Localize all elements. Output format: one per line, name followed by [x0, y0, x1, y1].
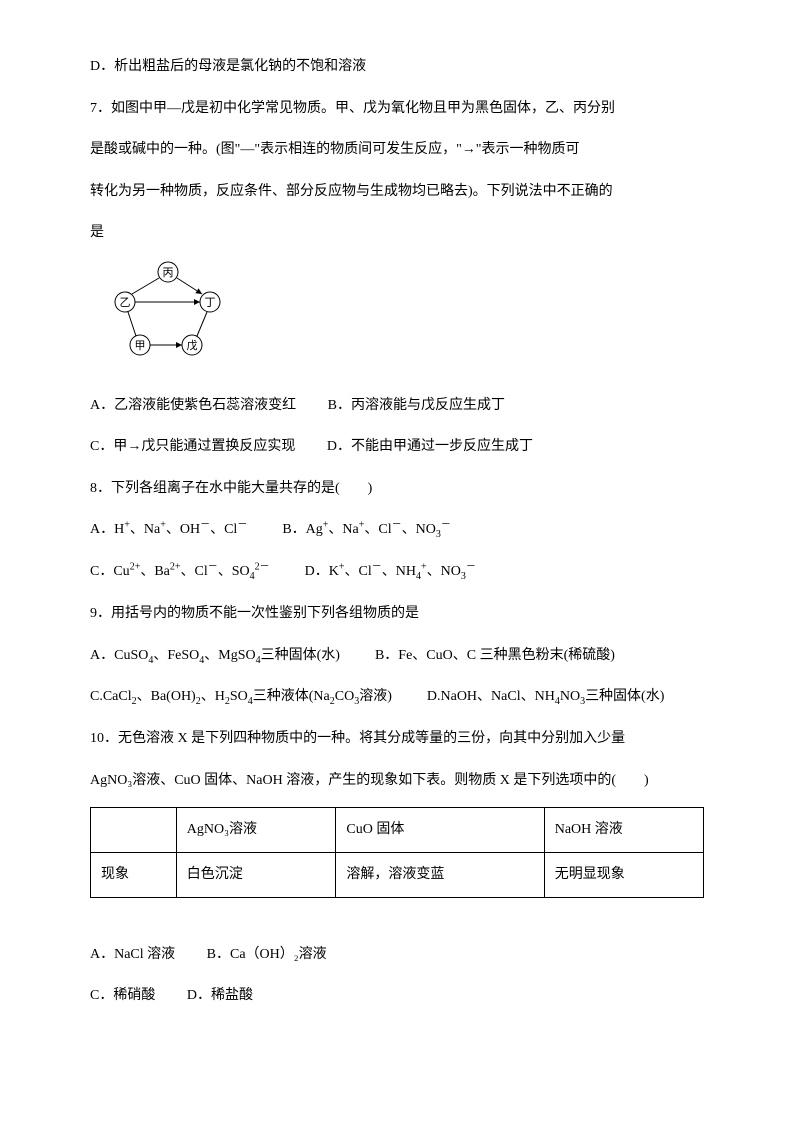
q10-option-a: A．NaCl 溶液 [90, 947, 175, 962]
table-cell: 现象 [91, 852, 177, 897]
q8-option-b: B．Ag+、Na+、Cl－、NO3－ [282, 522, 451, 537]
node-ding: 丁 [205, 297, 216, 309]
q10-option-c: C．稀硝酸 [90, 988, 155, 1003]
q10-block: 10．无色溶液 X 是下列四种物质中的一种。将其分成等量的三份，向其中分别加入少… [90, 722, 704, 1013]
q8-option-d: D．K+、Cl－、NH4+、NO3－ [305, 564, 476, 579]
q8-option-a: A．H+、Na+、OH－、Cl－ [90, 522, 247, 537]
q10-option-b: B．Ca（OH）₂溶液 [207, 947, 327, 962]
q8-block: 8．下列各组离子在水中能大量共存的是( ) A．H+、Na+、OH－、Cl－ B… [90, 472, 704, 589]
q8-options-line1: A．H+、Na+、OH－、Cl－ B．Ag+、Na+、Cl－、NO3－ [90, 513, 704, 547]
q10-stem-line1: 10．无色溶液 X 是下列四种物质中的一种。将其分成等量的三份，向其中分别加入少… [90, 722, 704, 756]
q10-options-line1: A．NaCl 溶液 B．Ca（OH）₂溶液 [90, 938, 704, 972]
table-row: 现象 白色沉淀 溶解，溶液变蓝 无明显现象 [91, 852, 704, 897]
q8-options-line2: C．Cu2+、Ba2+、Cl－、SO42－ D．K+、Cl－、NH4+、NO3－ [90, 555, 704, 589]
q9-option-a: A．CuSO4、FeSO4、MgSO4三种固体(水) [90, 648, 340, 663]
table-cell: 溶解，溶液变蓝 [336, 852, 544, 897]
q7-options-line2: C．甲→戊只能通过置换反应实现 D．不能由甲通过一步反应生成丁 [90, 430, 704, 464]
q10-options-line2: C．稀硝酸 D．稀盐酸 [90, 979, 704, 1013]
q7-stem-line4: 是 [90, 216, 704, 250]
q8-stem: 8．下列各组离子在水中能大量共存的是( ) [90, 472, 704, 506]
q7-option-d: D．不能由甲通过一步反应生成丁 [327, 439, 533, 454]
q9-options-line2: C.CaCl2、Ba(OH)2、H2SO4三种液体(Na2CO3溶液) D.Na… [90, 680, 704, 714]
q7-option-b: B．丙溶液能与戊反应生成丁 [328, 398, 505, 413]
table-cell [91, 808, 177, 853]
q6-option-d: D．析出粗盐后的母液是氯化钠的不饱和溶液 [90, 50, 704, 84]
q9-option-c: C.CaCl2、Ba(OH)2、H2SO4三种液体(Na2CO3溶液) [90, 689, 392, 704]
q9-option-b: B．Fe、CuO、C 三种黑色粉末(稀硫酸) [375, 648, 615, 663]
node-yi: 乙 [120, 296, 131, 309]
q9-stem: 9．用括号内的物质不能一次性鉴别下列各组物质的是 [90, 597, 704, 631]
node-jia: 甲 [135, 340, 146, 352]
table-cell: CuO 固体 [336, 808, 544, 853]
q10-stem-line2: AgNO₃溶液、CuO 固体、NaOH 溶液，产生的现象如下表。则物质 X 是下… [90, 764, 704, 798]
q7-stem-line2: 是酸或碱中的一种。(图"—"表示相连的物质间可发生反应，"→"表示一种物质可 [90, 133, 704, 167]
q7-option-c: C．甲→戊只能通过置换反应实现 [90, 439, 295, 454]
q9-option-d: D.NaOH、NaCl、NH4NO3三种固体(水) [427, 689, 665, 704]
q9-block: 9．用括号内的物质不能一次性鉴别下列各组物质的是 A．CuSO4、FeSO4、M… [90, 597, 704, 714]
table-cell: AgNO₃溶液 [176, 808, 336, 853]
q7-block: 7．如图中甲—戊是初中化学常见物质。甲、戊为氧化物且甲为黑色固体，乙、丙分别 是… [90, 92, 704, 464]
table-cell: 白色沉淀 [176, 852, 336, 897]
q7-diagram: 丙 丁 戊 甲 乙 [110, 260, 704, 374]
q7-stem-line3: 转化为另一种物质，反应条件、部分反应物与生成物均已略去)。下列说法中不正确的 [90, 175, 704, 209]
q8-option-c: C．Cu2+、Ba2+、Cl－、SO42－ [90, 564, 270, 579]
table-cell: NaOH 溶液 [544, 808, 703, 853]
q7-stem-line1: 7．如图中甲—戊是初中化学常见物质。甲、戊为氧化物且甲为黑色固体，乙、丙分别 [90, 92, 704, 126]
table-row: AgNO₃溶液 CuO 固体 NaOH 溶液 [91, 808, 704, 853]
page-content: D．析出粗盐后的母液是氯化钠的不饱和溶液 7．如图中甲—戊是初中化学常见物质。甲… [0, 0, 794, 1071]
node-wu: 戊 [187, 339, 198, 352]
q7-option-a: A．乙溶液能使紫色石蕊溶液变红 [90, 398, 296, 413]
q7-options-line1: A．乙溶液能使紫色石蕊溶液变红 B．丙溶液能与戊反应生成丁 [90, 389, 704, 423]
table-cell: 无明显现象 [544, 852, 703, 897]
q9-options-line1: A．CuSO4、FeSO4、MgSO4三种固体(水) B．Fe、CuO、C 三种… [90, 639, 704, 673]
q10-option-d: D．稀盐酸 [187, 988, 253, 1003]
node-bing: 丙 [163, 267, 174, 279]
q10-table: AgNO₃溶液 CuO 固体 NaOH 溶液 现象 白色沉淀 溶解，溶液变蓝 无… [90, 807, 704, 897]
